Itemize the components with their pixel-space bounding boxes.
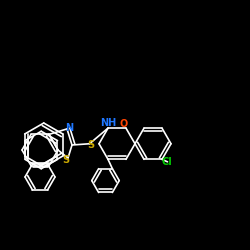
Text: NH: NH [100, 118, 117, 128]
Text: S: S [62, 155, 69, 165]
Text: O: O [120, 119, 128, 129]
Text: N: N [65, 123, 73, 133]
Text: S: S [87, 140, 94, 150]
Text: Cl: Cl [161, 157, 172, 167]
